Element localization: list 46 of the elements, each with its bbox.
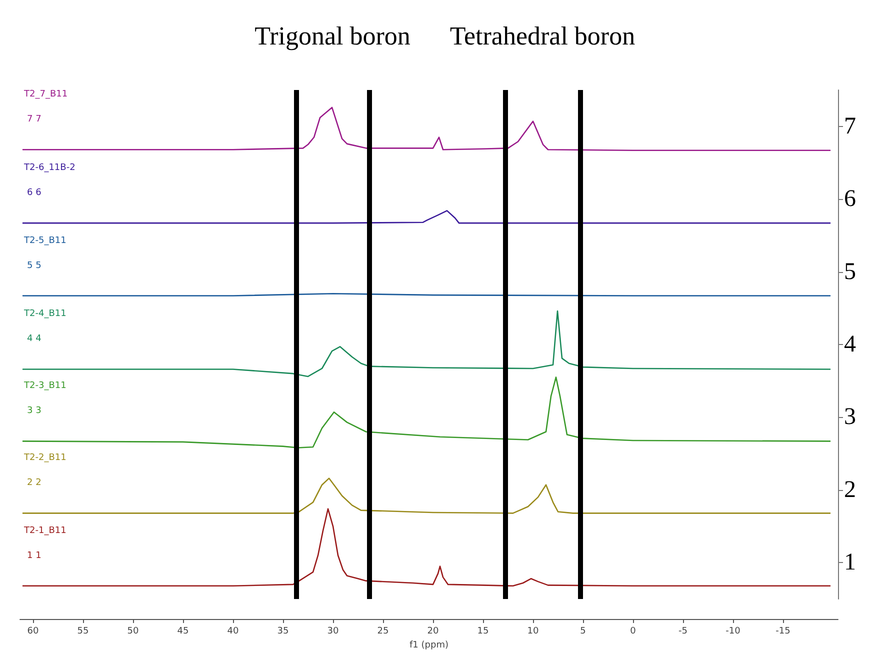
text: Tetrahedral boron: [450, 22, 636, 50]
x-tick-label: 30: [327, 626, 339, 636]
x-tick-label: -15: [776, 626, 790, 636]
text: T2-2_B11: [23, 453, 66, 464]
x-tick-label: 50: [127, 626, 139, 636]
annotation: 1 1: [27, 550, 42, 561]
text: T2-3_B11: [23, 381, 66, 392]
x-tick-label: 45: [177, 626, 189, 636]
annotation: 7 7: [27, 114, 42, 125]
text: T2_7_B11: [23, 90, 68, 100]
line-series: [22, 310, 831, 378]
annotation: 4 4: [27, 334, 42, 344]
x-tick-label: 10: [527, 626, 539, 636]
annotation: 5 5: [27, 260, 42, 271]
line-series: [22, 478, 831, 514]
annotation: 2 2: [27, 478, 42, 488]
x-tick-label: 15: [477, 626, 489, 636]
y-tick-label: 3: [844, 404, 856, 430]
y-tick-label: 5: [844, 258, 856, 285]
text: T2-6_11B-2: [23, 163, 76, 174]
line-series: [22, 508, 831, 587]
line-series: [22, 210, 831, 224]
text: T2-4_B11: [23, 309, 66, 320]
y-tick-label: 1: [844, 550, 856, 576]
annotation: 3 3: [27, 406, 42, 416]
line-series: [22, 106, 831, 152]
x-tick-label: 55: [77, 626, 89, 636]
y-tick-label: 6: [844, 186, 856, 212]
text: Trigonal boron: [254, 22, 410, 50]
text: T2-5_B11: [23, 236, 66, 246]
y-tick-label: 2: [844, 476, 856, 503]
x-axis-title: f1 (ppm): [410, 640, 448, 650]
y-tick-label: 4: [844, 332, 856, 358]
x-tick-label: -5: [678, 626, 688, 636]
x-tick-label: 0: [630, 626, 636, 636]
y-tick-label: 7: [844, 113, 856, 140]
x-tick-label: 60: [27, 626, 39, 636]
text: T2-1_B11: [23, 526, 66, 536]
x-tick-label: 40: [227, 626, 239, 636]
x-tick-label: -10: [726, 626, 741, 636]
x-tick-label: 20: [427, 626, 439, 636]
annotation: 6 6: [27, 188, 42, 198]
x-tick-label: 35: [277, 626, 289, 636]
line-series: [22, 376, 831, 448]
x-tick-label: 25: [377, 626, 389, 636]
x-tick-label: 5: [580, 626, 586, 636]
